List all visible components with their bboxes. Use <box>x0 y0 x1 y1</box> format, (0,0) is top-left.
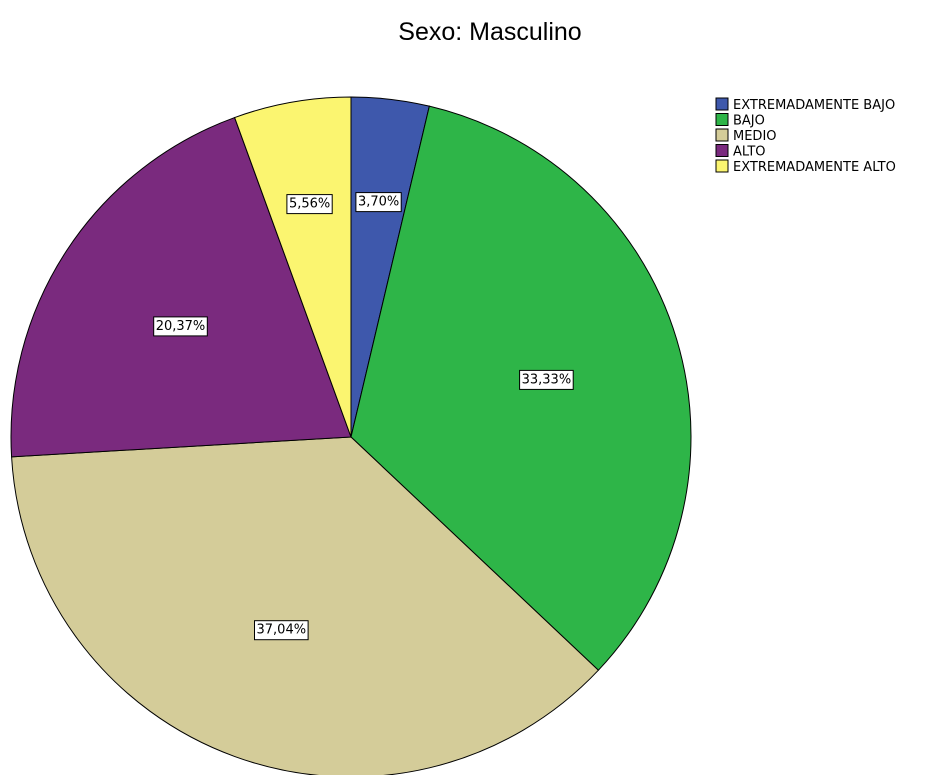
legend-label: ALTO <box>733 145 766 160</box>
slice-label-box <box>519 369 574 390</box>
slice-label-text: 5,56% <box>289 197 330 212</box>
slice-label: 3,70% <box>355 192 402 213</box>
slice-label-box <box>286 194 333 215</box>
slice-label: 20,37% <box>153 316 208 337</box>
legend-label: MEDIO <box>733 129 777 144</box>
pie-slice-extremadamente-alto <box>233 96 352 438</box>
legend: EXTREMADAMENTE BAJOBAJOMEDIOALTOEXTREMAD… <box>715 97 896 175</box>
pie-slices <box>10 96 692 775</box>
legend-swatch <box>715 144 729 157</box>
slice-label-box <box>153 316 208 337</box>
slice-label-text: 3,70% <box>358 195 399 210</box>
pie-slice-alto <box>10 116 352 458</box>
slice-label: 37,04% <box>254 620 309 641</box>
legend-swatch <box>715 159 729 173</box>
legend-swatch <box>715 113 729 126</box>
slice-label-box <box>254 620 309 641</box>
slice-label-text: 37,04% <box>257 623 307 638</box>
slice-label: 5,56% <box>286 194 333 215</box>
legend-label: EXTREMADAMENTE BAJO <box>733 98 895 113</box>
slice-label: 33,33% <box>519 369 574 390</box>
legend-swatch <box>715 128 729 142</box>
slice-label-text: 20,37% <box>156 319 206 334</box>
pie-slice-medio <box>11 436 600 775</box>
slice-label-box <box>355 192 402 213</box>
legend-swatch <box>715 97 729 111</box>
chart-title: Sexo: Masculino <box>398 18 581 46</box>
slice-labels: 3,70% 33,33% 37,04% 20,37% 5,56% <box>153 192 574 641</box>
legend-label: BAJO <box>733 114 765 129</box>
slice-label-text: 33,33% <box>522 372 572 387</box>
legend-label: EXTREMADAMENTE ALTO <box>733 160 896 175</box>
